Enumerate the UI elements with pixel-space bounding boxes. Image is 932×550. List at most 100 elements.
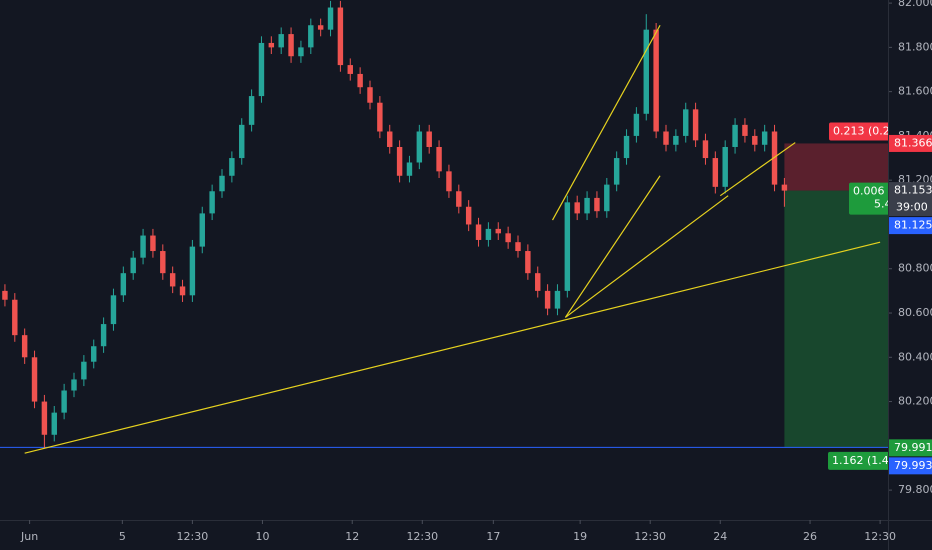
price-tag-label: 81.125 xyxy=(894,219,932,232)
candle-body xyxy=(495,228,501,234)
trend-line xyxy=(552,24,661,221)
plot-area: 0.213 (0.26% 0.006 ~5.40 1.162 (1.43% xyxy=(0,0,907,470)
candle-body xyxy=(169,273,176,287)
candle-body xyxy=(653,29,659,132)
y-tick-label: 81.800 xyxy=(898,40,932,53)
price-tag-label: 81.153 xyxy=(894,184,932,197)
candle-body xyxy=(357,73,363,88)
y-tick-label: 80.600 xyxy=(898,306,932,319)
stop-label: 0.213 (0.26% xyxy=(833,124,907,137)
candle-body xyxy=(623,135,630,159)
price-tag xyxy=(889,134,932,152)
candle-body xyxy=(683,109,689,136)
candle-body xyxy=(702,140,709,159)
candle-body xyxy=(594,197,600,212)
y-tick-label: 79.800 xyxy=(898,483,932,496)
y-tick-label: 80.800 xyxy=(898,262,932,275)
candle-body xyxy=(110,295,117,325)
candle-body xyxy=(229,158,235,176)
price-tag xyxy=(889,182,932,217)
candle-body xyxy=(712,158,719,187)
candle-body xyxy=(288,34,294,57)
candle-body xyxy=(61,390,67,413)
candle-body xyxy=(160,251,166,274)
target-label-box xyxy=(828,451,888,470)
entry-sub-label: 5.40 xyxy=(874,198,899,211)
candle-body xyxy=(722,146,728,187)
x-tick-label: 12 xyxy=(345,530,359,543)
price-tag-label: 79.993 xyxy=(894,459,932,472)
x-tick-label: 12:30 xyxy=(634,530,666,543)
target-zone xyxy=(784,190,888,448)
candle-body xyxy=(71,379,77,391)
candle-body xyxy=(475,224,482,240)
x-tick-label: 12:30 xyxy=(864,530,896,543)
candle-body xyxy=(406,162,413,176)
x-tick-label: 17 xyxy=(486,530,500,543)
x-tick-label: 12:30 xyxy=(406,530,438,543)
price-tag-sub: 39:00 xyxy=(896,201,928,214)
candle-body xyxy=(189,246,196,296)
candle-body xyxy=(367,87,373,103)
candle-body xyxy=(732,124,738,147)
candle-body xyxy=(12,299,18,336)
candle-body xyxy=(436,146,442,172)
candle-body xyxy=(150,235,156,252)
x-tick-label: 24 xyxy=(713,530,727,543)
candle-body xyxy=(268,42,275,48)
x-tick-label: 5 xyxy=(119,530,126,543)
trend-line xyxy=(719,142,796,197)
candle-body xyxy=(130,257,136,274)
candle-body xyxy=(761,131,768,145)
candle-body xyxy=(199,213,205,247)
candle-body xyxy=(525,251,531,274)
price-tag xyxy=(889,457,932,475)
trend-line xyxy=(564,175,661,318)
stop-label-box xyxy=(829,122,888,141)
y-tick-label: 82.000 xyxy=(898,0,932,9)
candle-body xyxy=(426,131,432,147)
candle-body xyxy=(663,131,669,145)
candle-body xyxy=(643,29,649,114)
price-tag xyxy=(889,439,932,457)
candle-body xyxy=(100,324,107,347)
entry-label: 0.006 ~ xyxy=(853,185,897,198)
x-tick-label: 10 xyxy=(255,530,269,543)
price-tag-label: 81.366 xyxy=(894,136,932,149)
candle-body xyxy=(41,401,48,435)
candle-body xyxy=(298,47,304,57)
price-tag xyxy=(889,217,932,235)
candle-body xyxy=(771,131,778,185)
candle-body xyxy=(308,25,314,48)
candle-body xyxy=(584,197,590,214)
price-tag-label: 79.991 xyxy=(894,441,932,454)
y-tick-label: 80.200 xyxy=(898,395,932,408)
candle-body xyxy=(31,357,38,402)
x-tick-label: Jun xyxy=(20,530,38,543)
candle-body xyxy=(416,131,423,163)
candle-body xyxy=(258,42,265,97)
candle-body xyxy=(613,158,620,185)
candle-body xyxy=(140,235,146,258)
trend-line xyxy=(565,195,729,318)
candle-body xyxy=(752,135,758,145)
candle-body xyxy=(317,25,324,30)
candle-body xyxy=(604,184,610,212)
candle-body xyxy=(278,34,284,48)
candle-body xyxy=(574,202,580,214)
candle-body xyxy=(387,131,393,147)
y-tick-label: 80.400 xyxy=(898,350,932,363)
candle-body xyxy=(515,242,521,252)
y-tick-label: 81.600 xyxy=(898,85,932,98)
candle-body xyxy=(337,7,344,66)
candle-body xyxy=(535,273,541,291)
candle-body xyxy=(239,124,245,159)
candle-body xyxy=(446,171,452,192)
x-tick-label: 19 xyxy=(573,530,587,543)
candle-body xyxy=(248,96,255,125)
entry-label-box xyxy=(849,182,888,215)
candle-body xyxy=(633,113,640,136)
